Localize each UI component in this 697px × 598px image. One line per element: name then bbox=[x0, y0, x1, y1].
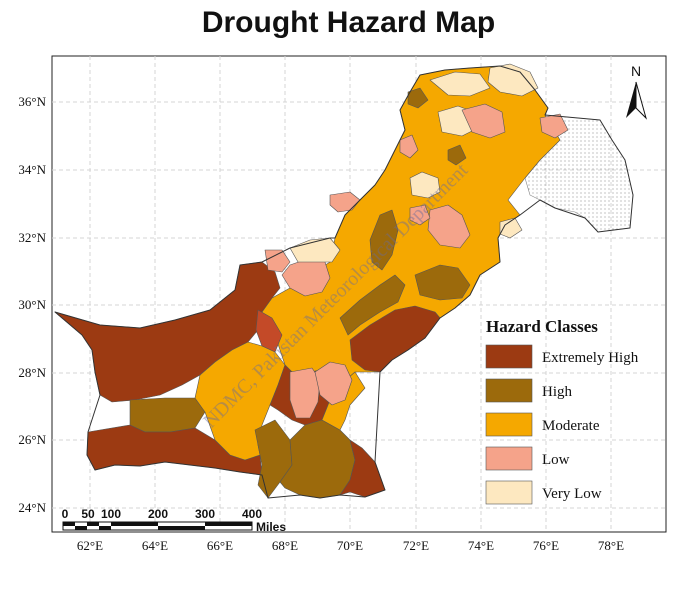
legend-swatch-high bbox=[485, 378, 533, 403]
legend-swatch-very-low bbox=[485, 480, 533, 505]
legend-swatch-extremely-high bbox=[485, 344, 533, 369]
region-bahawalpur-low bbox=[314, 361, 353, 406]
lon-tick-label: 66°E bbox=[207, 538, 233, 553]
legend-label: Low bbox=[542, 452, 570, 468]
region-tharparkar bbox=[339, 439, 386, 498]
lat-tick-label: 30°N bbox=[18, 297, 46, 312]
legend-title: Hazard Classes bbox=[486, 317, 598, 336]
scale-label: 0 bbox=[62, 507, 69, 521]
lat-tick-label: 26°N bbox=[18, 432, 46, 447]
legend-swatch-low bbox=[485, 446, 533, 471]
region-north-low-2 bbox=[539, 113, 569, 139]
scale-label: 300 bbox=[195, 507, 215, 521]
lat-tick-label: 24°N bbox=[18, 500, 46, 515]
region-sindh-low bbox=[289, 367, 321, 419]
region-north-low-1 bbox=[461, 103, 506, 139]
region-kharan bbox=[129, 397, 206, 433]
region-verylow-6 bbox=[499, 217, 523, 239]
scale-label: 50 bbox=[81, 507, 95, 521]
legend-label: Extremely High bbox=[542, 350, 639, 366]
region-punjab-high-1 bbox=[339, 274, 406, 336]
legend-swatch-moderate bbox=[485, 412, 533, 437]
lon-tick-label: 76°E bbox=[533, 538, 559, 553]
scale-unit: Miles bbox=[256, 520, 286, 534]
latitude-labels: 24°N 26°N 28°N 30°N 32°N 34°N 36°N bbox=[18, 94, 46, 515]
scale-label: 400 bbox=[242, 507, 262, 521]
lon-tick-label: 64°E bbox=[142, 538, 168, 553]
districts bbox=[54, 63, 634, 499]
lon-tick-label: 70°E bbox=[337, 538, 363, 553]
lon-tick-label: 72°E bbox=[403, 538, 429, 553]
lat-tick-label: 36°N bbox=[18, 94, 46, 109]
region-lasbela bbox=[254, 419, 293, 499]
lon-tick-label: 68°E bbox=[272, 538, 298, 553]
region-north-low-4 bbox=[409, 204, 431, 226]
region-sindh-south bbox=[279, 419, 356, 499]
map-title: Drought Hazard Map bbox=[201, 6, 496, 39]
lon-tick-label: 62°E bbox=[77, 538, 103, 553]
country-outline bbox=[54, 65, 634, 499]
scale-label: 200 bbox=[148, 507, 168, 521]
longitude-labels: 62°E 64°E 66°E 68°E 70°E 72°E 74°E 76°E … bbox=[77, 538, 624, 553]
region-north-high-1 bbox=[407, 87, 429, 109]
region-punjab-low-1 bbox=[427, 204, 471, 249]
legend: Hazard Classes Extremely High High Moder… bbox=[485, 317, 639, 505]
north-arrow-label: N bbox=[631, 63, 641, 79]
region-verylow-2 bbox=[409, 171, 441, 199]
scale-bar: 0 50 100 200 300 400 Miles bbox=[62, 507, 287, 534]
north-arrow-icon bbox=[626, 82, 636, 118]
region-punjab-high-3 bbox=[414, 264, 471, 301]
lon-tick-label: 78°E bbox=[598, 538, 624, 553]
region-punjab-low-4 bbox=[264, 249, 291, 273]
lon-tick-label: 74°E bbox=[468, 538, 494, 553]
region-punjab-high-2 bbox=[369, 209, 399, 271]
lat-tick-label: 32°N bbox=[18, 230, 46, 245]
lat-tick-label: 28°N bbox=[18, 365, 46, 380]
legend-label: Moderate bbox=[542, 418, 600, 434]
legend-label: Very Low bbox=[542, 486, 602, 502]
region-north-low-3 bbox=[399, 134, 419, 159]
region-verylow-1 bbox=[289, 237, 341, 263]
legend-label: High bbox=[542, 384, 573, 400]
region-north-high-2 bbox=[447, 144, 467, 166]
map-frame bbox=[51, 55, 667, 533]
scale-label: 100 bbox=[101, 507, 121, 521]
north-arrow: N bbox=[626, 63, 647, 120]
lat-tick-label: 34°N bbox=[18, 162, 46, 177]
region-verylow-4 bbox=[429, 71, 491, 97]
region-verylow-5 bbox=[487, 63, 539, 97]
